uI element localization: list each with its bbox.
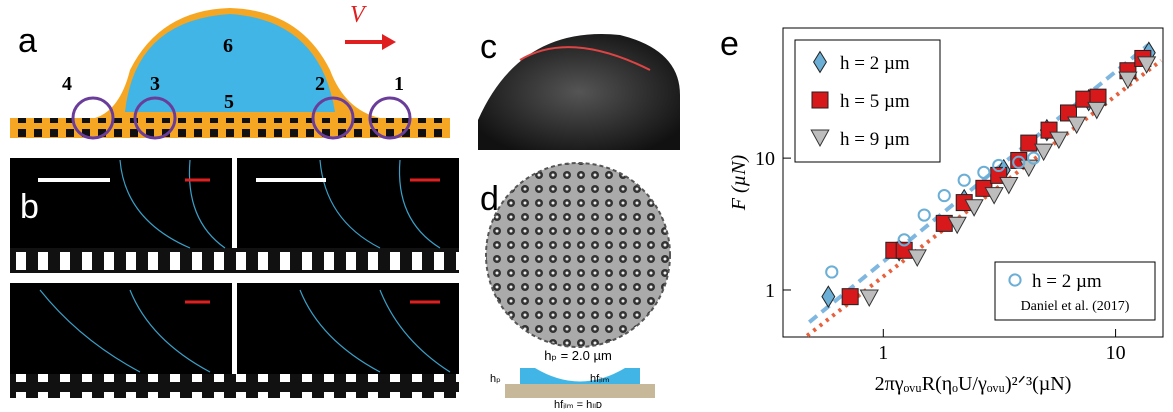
x-tick-label: 1 xyxy=(878,342,888,364)
y-tick-label: 1 xyxy=(765,280,775,302)
region-number: 4 xyxy=(62,73,72,95)
panel-label: d xyxy=(480,180,499,218)
figure: a V 6 4 3 5 2 1 b c d hₚ = 2.0 µm hfᵢₗₘ … xyxy=(0,0,1173,412)
panel-label: e xyxy=(720,25,739,63)
legend-label: h = 9 µm xyxy=(840,129,910,150)
region-number: 3 xyxy=(150,73,160,95)
legend-source: Daniel et al. (2017) xyxy=(1021,299,1130,314)
square-marker xyxy=(842,289,858,305)
circle-marker xyxy=(826,266,837,277)
triangle-marker xyxy=(860,290,878,306)
triangle-marker xyxy=(1068,117,1086,133)
triangle-marker xyxy=(1050,132,1068,148)
square-marker xyxy=(1021,135,1037,151)
panel-label: b xyxy=(20,188,39,226)
triangle-marker xyxy=(1035,144,1053,160)
region-number: 2 xyxy=(315,73,325,95)
page: {"panels":{"a":{"label":"a","velocity":"… xyxy=(0,0,1173,412)
pillar-label: hₚ xyxy=(490,373,501,385)
panel-c: c xyxy=(478,28,680,150)
region-number: 5 xyxy=(224,91,234,113)
triangle-marker xyxy=(1088,102,1106,118)
legend-label: h = 2 µm xyxy=(1032,271,1102,292)
pillar-height: hₚ = 2.0 µm xyxy=(544,348,612,363)
circle-marker xyxy=(919,209,930,220)
y-tick-label: 10 xyxy=(755,148,775,170)
circle-marker xyxy=(939,190,950,201)
x-axis-label: 2πγₒᵥᵤR(ηₒU/γₒᵥᵤ)²ᐟ³(µN) xyxy=(875,373,1072,395)
diamond-marker xyxy=(822,286,835,307)
square-marker xyxy=(812,92,828,108)
panel-d: d hₚ = 2.0 µm hfᵢₗₘ hₚ hfᵢₗₘ = hₗₗᴅ xyxy=(480,163,670,411)
triangle-marker xyxy=(1000,177,1018,193)
circle-marker xyxy=(978,167,989,178)
panel-b: b xyxy=(10,158,459,398)
film-equation: hfᵢₗₘ = hₗₗᴅ xyxy=(554,399,602,411)
legend-label: h = 5 µm xyxy=(840,91,910,112)
velocity-label: V xyxy=(350,2,367,28)
chart: 1 10 1 10 2πγₒᵥᵤR(ηₒU/γₒᵥᵤ)²ᐟ³(µN) F (µN) h = … xyxy=(728,28,1163,395)
film-label: hfᵢₗₘ xyxy=(590,373,610,385)
triangle-marker xyxy=(1119,72,1137,88)
x-tick-label: 10 xyxy=(1106,342,1126,364)
legend-label: h = 2 µm xyxy=(840,53,910,74)
circle-marker xyxy=(959,175,970,186)
region-number: 6 xyxy=(223,35,233,57)
y-axis-label: F (µN) xyxy=(728,154,750,211)
region-number: 1 xyxy=(394,73,404,95)
panel-a: a V 6 4 3 5 2 1 xyxy=(10,2,450,138)
panel-label: c xyxy=(480,28,497,66)
panel-label: a xyxy=(18,22,37,60)
